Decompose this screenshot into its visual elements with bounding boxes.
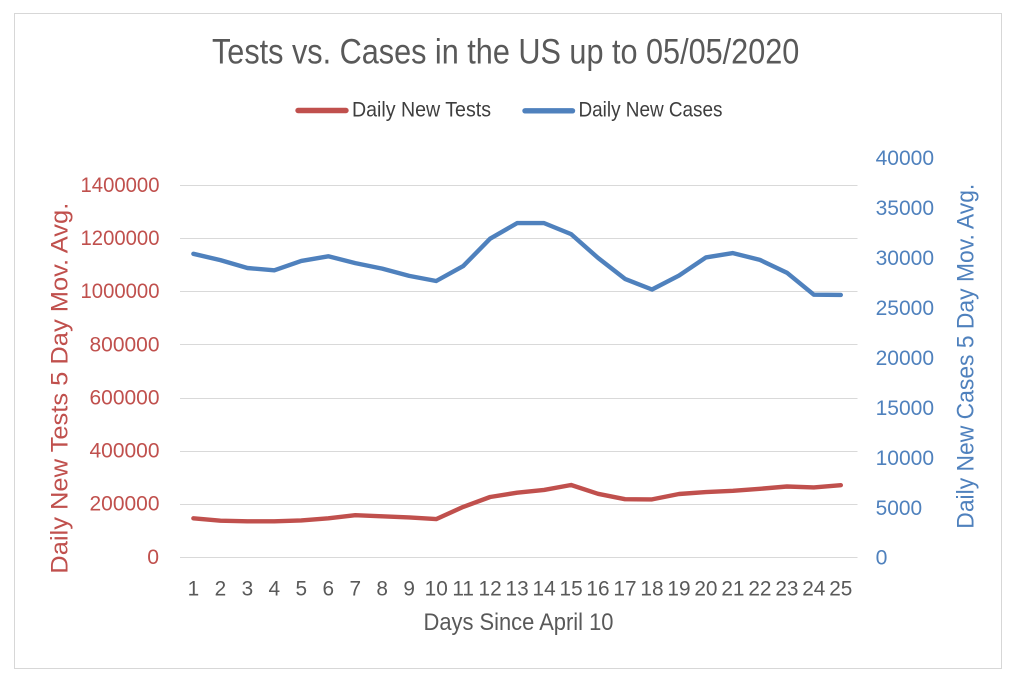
svg-text:8: 8 xyxy=(376,578,388,601)
svg-text:20: 20 xyxy=(694,578,717,601)
svg-text:4: 4 xyxy=(269,578,281,601)
svg-text:1400000: 1400000 xyxy=(81,174,160,197)
svg-text:1: 1 xyxy=(188,578,200,601)
svg-text:Tests vs. Cases in the US up t: Tests vs. Cases in the US up to 05/05/20… xyxy=(212,32,799,72)
svg-text:5: 5 xyxy=(296,578,308,601)
svg-text:7: 7 xyxy=(350,578,362,601)
svg-text:15: 15 xyxy=(560,578,583,601)
svg-text:0: 0 xyxy=(147,546,159,569)
svg-text:Daily New Tests: Daily New Tests xyxy=(352,99,491,122)
svg-text:200000: 200000 xyxy=(90,493,160,516)
svg-text:30000: 30000 xyxy=(876,247,935,270)
svg-text:35000: 35000 xyxy=(876,197,935,220)
svg-text:20000: 20000 xyxy=(876,347,935,370)
svg-text:9: 9 xyxy=(403,578,415,601)
svg-text:600000: 600000 xyxy=(90,386,160,409)
svg-text:5000: 5000 xyxy=(876,497,923,520)
svg-text:12: 12 xyxy=(479,578,502,601)
svg-text:11: 11 xyxy=(452,578,474,601)
svg-text:Daily New Tests 5 Day Mov. Avg: Daily New Tests 5 Day Mov. Avg. xyxy=(47,203,74,574)
svg-text:6: 6 xyxy=(323,578,335,601)
svg-text:3: 3 xyxy=(242,578,254,601)
svg-text:10: 10 xyxy=(425,578,448,601)
svg-text:21: 21 xyxy=(721,578,744,601)
svg-text:15000: 15000 xyxy=(876,397,935,420)
svg-text:13: 13 xyxy=(506,578,529,601)
svg-text:22: 22 xyxy=(748,578,771,601)
svg-text:800000: 800000 xyxy=(90,333,160,356)
svg-text:17: 17 xyxy=(613,578,636,601)
svg-text:1200000: 1200000 xyxy=(81,227,160,250)
svg-text:25: 25 xyxy=(829,578,852,601)
svg-text:10000: 10000 xyxy=(876,447,935,470)
svg-text:19: 19 xyxy=(667,578,690,601)
svg-text:Daily New Cases: Daily New Cases xyxy=(579,99,723,122)
svg-text:1000000: 1000000 xyxy=(81,280,160,303)
svg-text:24: 24 xyxy=(802,578,825,601)
svg-text:400000: 400000 xyxy=(90,440,160,463)
svg-text:Days Since April 10: Days Since April 10 xyxy=(424,609,614,636)
svg-text:2: 2 xyxy=(215,578,227,601)
svg-text:25000: 25000 xyxy=(876,297,935,320)
svg-text:23: 23 xyxy=(775,578,798,601)
svg-text:18: 18 xyxy=(640,578,663,601)
svg-text:40000: 40000 xyxy=(876,147,935,170)
svg-text:16: 16 xyxy=(586,578,609,601)
svg-text:Daily New Cases 5 Day Mov. Avg: Daily New Cases 5 Day Mov. Avg. xyxy=(953,184,980,529)
svg-text:0: 0 xyxy=(876,547,888,570)
svg-text:14: 14 xyxy=(533,578,556,601)
